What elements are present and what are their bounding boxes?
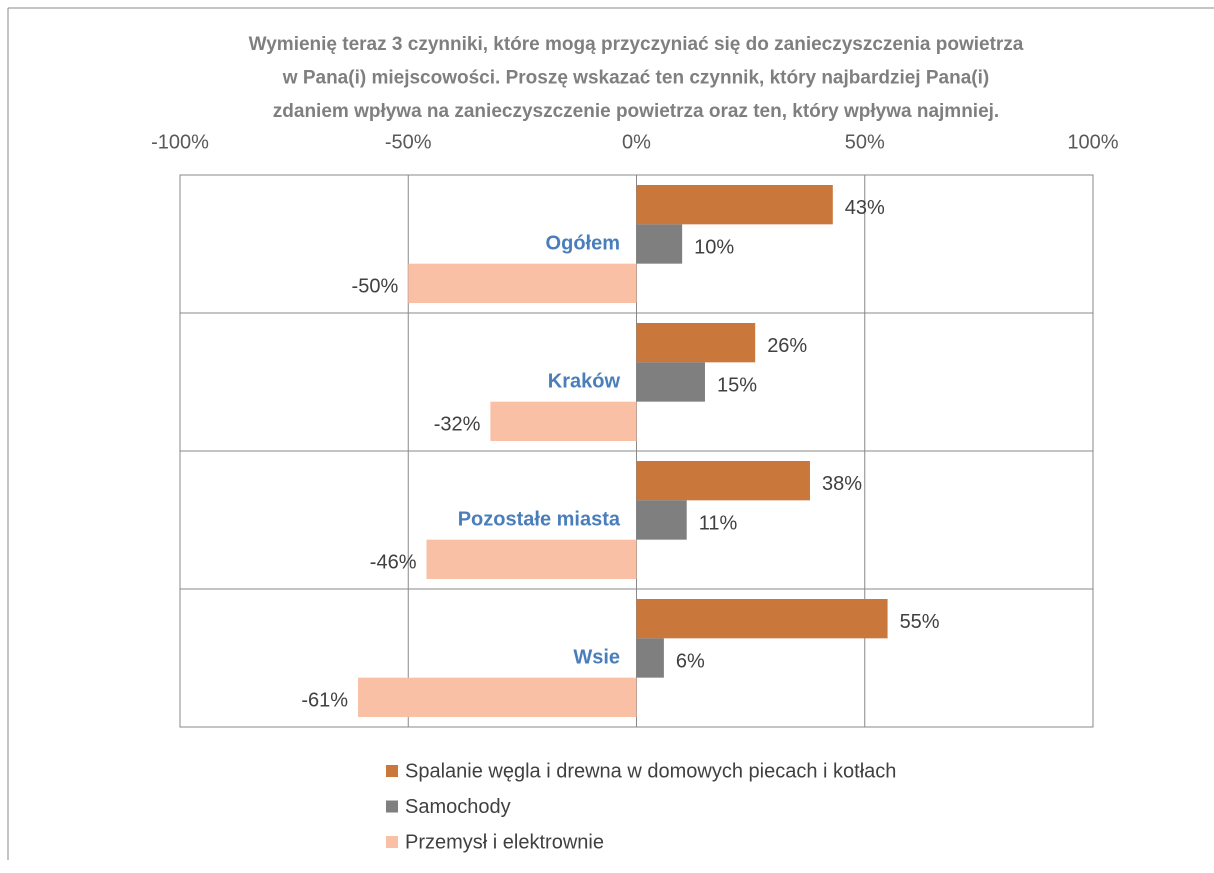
chart-title: Wymienię teraz 3 czynniki, które mogą pr… [249, 34, 1024, 55]
legend-swatch [386, 765, 398, 777]
value-label: 43% [845, 197, 885, 219]
category-label: Pozostałe miasta [458, 508, 621, 530]
bar [636, 224, 683, 264]
bar [636, 323, 756, 363]
x-tick-label: -100% [151, 131, 209, 153]
bar [636, 599, 888, 639]
value-label: -61% [301, 690, 348, 712]
bar [358, 677, 637, 717]
legend-label: Przemysł i elektrownie [405, 831, 604, 853]
category-label: Wsie [573, 646, 620, 668]
x-tick-label: 50% [845, 131, 885, 153]
chart-title: w Pana(i) miejscowości. Proszę wskazać t… [282, 68, 989, 89]
bar [636, 638, 664, 678]
value-label: 11% [699, 512, 738, 534]
bar [636, 500, 687, 540]
category-label: Ogółem [546, 232, 620, 254]
bar [636, 185, 833, 225]
chart-title: zdaniem wpływa na zanieczyszczenie powie… [273, 101, 999, 122]
value-label: -50% [352, 276, 399, 298]
x-tick-label: -50% [385, 131, 432, 153]
value-label: -46% [370, 552, 417, 574]
value-label: 6% [676, 650, 705, 672]
value-label: -32% [434, 414, 481, 436]
bar [408, 263, 637, 303]
bar [636, 362, 705, 402]
category-label: Kraków [548, 370, 621, 392]
value-label: 55% [900, 611, 940, 633]
value-label: 15% [717, 374, 757, 396]
legend-label: Spalanie węgla i drewna w domowych pieca… [405, 760, 896, 782]
value-label: 10% [694, 236, 734, 258]
value-label: 38% [822, 473, 862, 495]
legend-label: Samochody [405, 796, 511, 818]
legend-swatch [386, 836, 398, 848]
x-tick-label: 0% [622, 131, 651, 153]
value-label: 26% [767, 335, 807, 357]
legend-swatch [386, 800, 398, 813]
x-tick-label: 100% [1067, 131, 1118, 153]
bar [490, 401, 637, 441]
bar [426, 539, 637, 579]
bar [636, 461, 810, 501]
